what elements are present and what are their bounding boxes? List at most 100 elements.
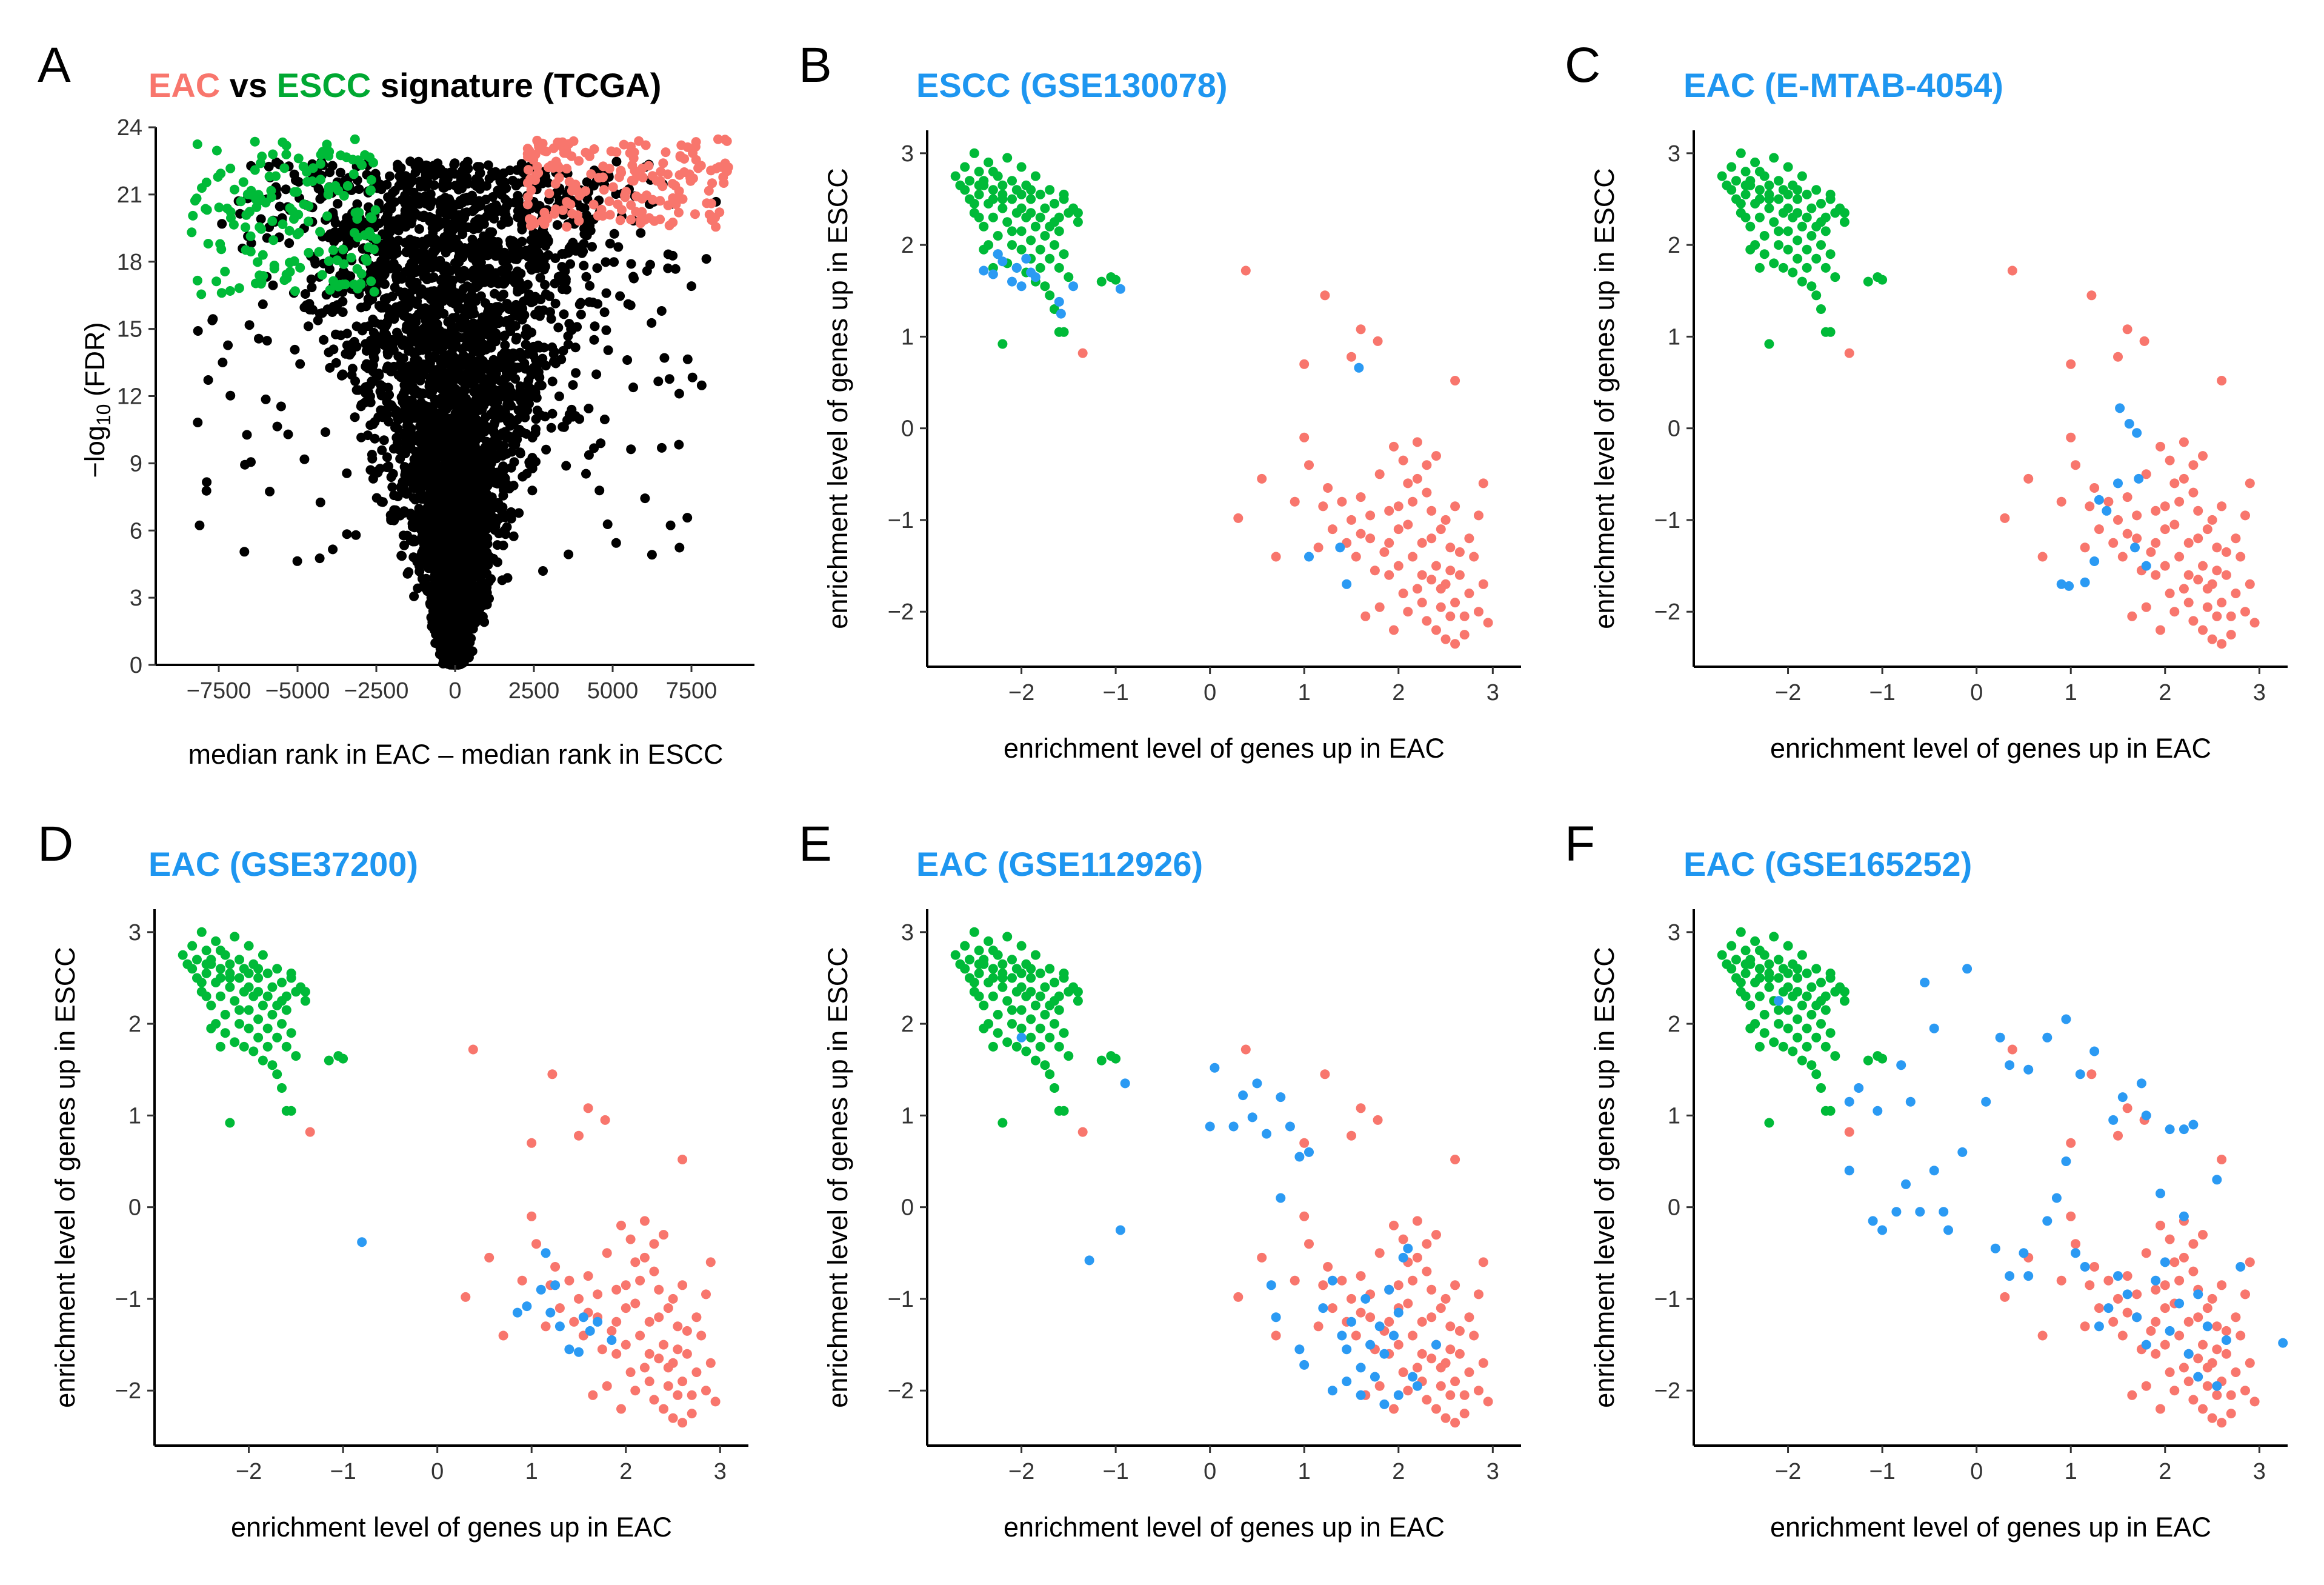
- point-gene: [493, 471, 503, 481]
- point-eac-gene: [671, 199, 681, 210]
- point-gene: [517, 219, 527, 230]
- point-gene: [388, 240, 398, 250]
- point-gene: [511, 429, 522, 439]
- point-tcga-escc: [1016, 244, 1027, 255]
- point-eac-gene: [615, 215, 625, 225]
- point-gene: [264, 161, 274, 172]
- point-gene: [472, 566, 482, 576]
- point-eac-gene: [714, 207, 725, 218]
- point-gene: [382, 318, 392, 329]
- point-tcga-escc: [979, 221, 989, 232]
- point-gene: [376, 184, 387, 195]
- point-gene: [330, 218, 341, 228]
- point-eac-gene: [706, 165, 716, 176]
- point-tcga-eac: [1412, 473, 1422, 484]
- point-gene: [515, 449, 525, 459]
- point-tcga-escc: [1774, 194, 1783, 204]
- y-tick-label: 3: [130, 586, 142, 611]
- point-gene: [593, 299, 603, 309]
- point-gene: [362, 430, 373, 441]
- point-eac-gene: [674, 170, 685, 180]
- point-gene: [336, 227, 346, 238]
- point-eac-gene: [611, 147, 622, 157]
- point-escc-gene: [251, 195, 261, 205]
- point-tcga-eac: [1384, 538, 1394, 548]
- point-tcga-escc: [1016, 162, 1027, 172]
- y-tick-label: −1: [1654, 508, 1680, 533]
- point-tcga-escc: [1736, 148, 1746, 158]
- point-gene: [496, 506, 507, 516]
- point-gene: [450, 169, 460, 179]
- point-escc-gene: [315, 159, 325, 169]
- panel-letter-a: A: [38, 38, 71, 93]
- point-tcga-escc: [1007, 226, 1017, 236]
- point-tcga-escc: [1802, 189, 1812, 199]
- point-eac-gene: [662, 169, 673, 179]
- point-gene: [435, 344, 445, 355]
- point-gene: [552, 220, 562, 230]
- point-gene: [471, 244, 482, 255]
- point-tcga-eac: [1483, 618, 1493, 628]
- point-gene: [439, 461, 449, 470]
- point-gene: [572, 322, 582, 332]
- x-tick-label: −1: [1869, 680, 1895, 706]
- point-gene: [599, 415, 610, 424]
- point-tcga-eac: [1351, 552, 1361, 562]
- point-escc-gene: [368, 158, 378, 168]
- point-gene: [295, 359, 305, 369]
- point-gene: [459, 506, 470, 515]
- point-gene: [441, 568, 451, 578]
- point-gene: [416, 289, 426, 299]
- point-gene: [445, 427, 455, 438]
- point-tcga-escc: [1026, 194, 1036, 204]
- point-tcga-eac: [1478, 579, 1488, 589]
- point-gene: [382, 293, 392, 303]
- point-gene: [513, 284, 523, 295]
- point-escc-gene: [268, 149, 278, 159]
- point-tcga-escc: [1040, 231, 1050, 241]
- point-tcga-eac: [1450, 639, 1460, 649]
- point-gene: [584, 450, 594, 460]
- point-gene: [422, 169, 433, 179]
- point-gene: [508, 365, 518, 376]
- point-gene: [451, 585, 461, 595]
- point-gene: [534, 358, 544, 369]
- point-gene: [506, 507, 516, 517]
- point-gene: [687, 372, 698, 382]
- point-tcga-eac: [1077, 348, 1088, 358]
- point-gene: [556, 355, 567, 364]
- point-gene: [442, 402, 453, 412]
- point-gene: [531, 393, 542, 403]
- x-tick-label: −2500: [344, 678, 409, 704]
- point-eac-gene: [538, 216, 547, 226]
- point-gene: [193, 418, 203, 427]
- point-gene: [546, 422, 556, 433]
- point-gene: [354, 184, 364, 194]
- point-gene: [516, 409, 526, 419]
- point-tcga-escc: [974, 180, 984, 190]
- point-gene: [404, 373, 415, 384]
- point-tcga-escc: [1802, 244, 1812, 255]
- point-gene: [393, 225, 404, 236]
- point-tcga-eac: [1347, 352, 1356, 362]
- panel-letter-b: B: [799, 38, 832, 93]
- point-escc-gene: [250, 165, 260, 175]
- point-gene: [398, 410, 408, 421]
- point-eac-gene: [702, 198, 712, 209]
- point-escc-gene: [370, 205, 381, 215]
- point-tcga-escc: [1064, 272, 1074, 282]
- point-tcga-eac: [1257, 473, 1267, 484]
- point-gene: [431, 369, 441, 379]
- point-gene: [474, 504, 484, 515]
- point-gene: [547, 376, 558, 387]
- point-gene: [448, 200, 459, 210]
- point-gene: [321, 427, 330, 437]
- point-escc-gene: [241, 210, 251, 220]
- point-tcga-escc: [1769, 153, 1779, 163]
- point-gene: [674, 439, 684, 450]
- point-eac-gene: [667, 179, 678, 189]
- point-escc-gene: [250, 136, 260, 147]
- point-gene: [413, 156, 424, 167]
- point-tcga-eac: [1240, 265, 1251, 276]
- point-gene: [561, 276, 571, 287]
